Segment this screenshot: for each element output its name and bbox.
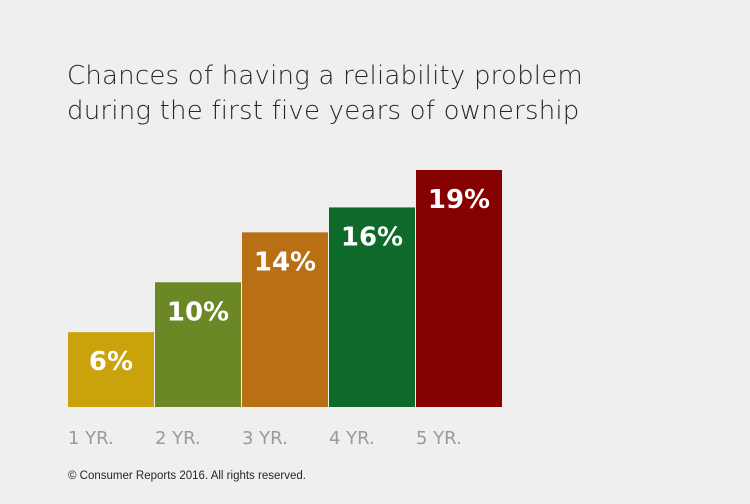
x-tick-label-4: 4 YR. — [329, 428, 375, 449]
copyright-note: © Consumer Reports 2016. All rights rese… — [68, 470, 306, 482]
bar-value-label-5: 19% — [428, 185, 490, 215]
bar-value-label-3: 14% — [254, 247, 316, 277]
chart-title: Chances of having a reliability problem … — [67, 59, 707, 129]
bar-5 — [416, 170, 502, 407]
bar-4 — [329, 207, 415, 407]
bar-3 — [242, 232, 328, 407]
x-tick-label-1: 1 YR. — [68, 428, 114, 449]
chart-title-line-1: Chances of having a reliability problem — [67, 61, 583, 91]
bar-1 — [68, 332, 154, 407]
x-tick-label-3: 3 YR. — [242, 428, 288, 449]
chart-title-line-2: during the first five years of ownership — [67, 96, 580, 126]
bar-2 — [155, 282, 241, 407]
bar-value-label-1: 6% — [89, 347, 133, 377]
bar-value-label-2: 10% — [167, 297, 229, 327]
bar-value-label-4: 16% — [341, 222, 403, 252]
x-tick-label-5: 5 YR. — [416, 428, 462, 449]
x-tick-label-2: 2 YR. — [155, 428, 201, 449]
